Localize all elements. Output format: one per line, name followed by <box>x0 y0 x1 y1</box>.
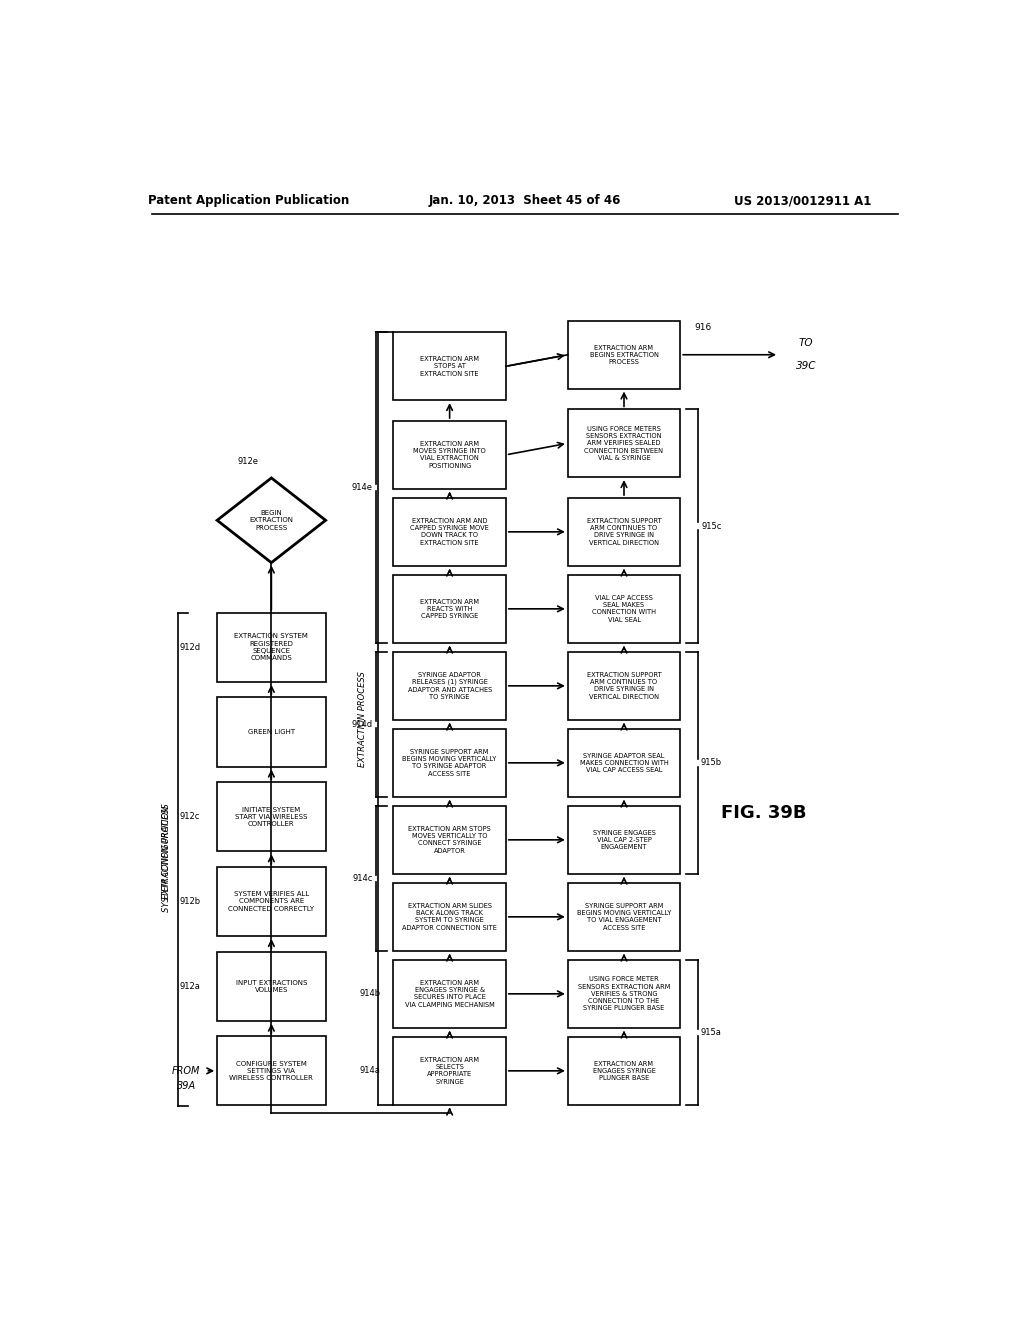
Bar <box>217 952 326 1020</box>
Bar <box>393 807 506 874</box>
Text: 912b: 912b <box>179 898 201 906</box>
Text: 912d: 912d <box>179 643 201 652</box>
Text: CONFIGURE SYSTEM
SETTINGS VIA
WIRELESS CONTROLLER: CONFIGURE SYSTEM SETTINGS VIA WIRELESS C… <box>229 1060 313 1081</box>
Text: USING FORCE METER
SENSORS EXTRACTION ARM
VERIFIES & STRONG
CONNECTION TO THE
SYR: USING FORCE METER SENSORS EXTRACTION ARM… <box>578 977 670 1011</box>
Text: 39C: 39C <box>796 362 816 371</box>
Text: INPUT EXTRACTIONS
VOLUMES: INPUT EXTRACTIONS VOLUMES <box>236 979 307 993</box>
Text: SYSTEM VERIFIES ALL
COMPONENTS ARE
CONNECTED CORRECTLY: SYSTEM VERIFIES ALL COMPONENTS ARE CONNE… <box>228 891 314 912</box>
Bar <box>568 960 680 1028</box>
Text: EXTRACTION ARM SLIDES
BACK ALONG TRACK
SYSTEM TO SYRINGE
ADAPTOR CONNECTION SITE: EXTRACTION ARM SLIDES BACK ALONG TRACK S… <box>402 903 497 931</box>
Bar <box>393 729 506 797</box>
Bar <box>393 883 506 950</box>
Text: Jan. 10, 2013  Sheet 45 of 46: Jan. 10, 2013 Sheet 45 of 46 <box>429 194 621 207</box>
Bar <box>568 652 680 719</box>
Text: EXTRACTION ARM
ENGAGES SYRINGE &
SECURES INTO PLACE
VIA CLAMPING MECHANISM: EXTRACTION ARM ENGAGES SYRINGE & SECURES… <box>404 979 495 1007</box>
Text: SYRINGE ENGAGES
VIAL CAP 2-STEP
ENGAGEMENT: SYRINGE ENGAGES VIAL CAP 2-STEP ENGAGEME… <box>593 829 655 850</box>
Text: SYRINGE SUPPORT ARM
BEGINS MOVING VERTICALLY
TO VIAL ENGAGEMENT
ACCESS SITE: SYRINGE SUPPORT ARM BEGINS MOVING VERTIC… <box>577 903 671 931</box>
Text: INITIATE SYSTEM
START VIA WIRELESS
CONTROLLER: INITIATE SYSTEM START VIA WIRELESS CONTR… <box>236 807 307 828</box>
Text: 914e: 914e <box>352 483 373 492</box>
Text: FROM: FROM <box>172 1065 201 1076</box>
Text: 914b: 914b <box>359 990 381 998</box>
Bar <box>217 1036 326 1105</box>
Text: SYRINGE ADAPTOR SEAL
MAKES CONNECTION WITH
VIAL CAP ACCESS SEAL: SYRINGE ADAPTOR SEAL MAKES CONNECTION WI… <box>580 752 669 774</box>
Text: 914a: 914a <box>359 1067 381 1076</box>
Text: EXTRACTION SUPPORT
ARM CONTINUES TO
DRIVE SYRINGE IN
VERTICAL DIRECTION: EXTRACTION SUPPORT ARM CONTINUES TO DRIV… <box>587 672 662 700</box>
Bar <box>393 576 506 643</box>
Text: 915c: 915c <box>701 521 721 531</box>
Bar <box>393 333 506 400</box>
Text: 916: 916 <box>695 323 712 333</box>
Bar <box>393 1038 506 1105</box>
Bar <box>217 612 326 682</box>
Text: EXTRACTION SYSTEM
REGISTERED
SEQUENCE
COMMANDS: EXTRACTION SYSTEM REGISTERED SEQUENCE CO… <box>234 634 308 661</box>
Bar <box>568 409 680 478</box>
Text: USING FORCE METERS
SENSORS EXTRACTION
ARM VERIFIES SEALED
CONNECTION BETWEEN
VIA: USING FORCE METERS SENSORS EXTRACTION AR… <box>585 426 664 461</box>
Bar <box>393 652 506 719</box>
Text: GREEN LIGHT: GREEN LIGHT <box>248 729 295 735</box>
Text: US 2013/0012911 A1: US 2013/0012911 A1 <box>733 194 871 207</box>
Text: FIG. 39B: FIG. 39B <box>721 804 806 822</box>
Text: BEGIN
EXTRACTION
PROCESS: BEGIN EXTRACTION PROCESS <box>250 510 293 531</box>
Text: SYRINGE SUPPORT ARM
BEGINS MOVING VERTICALLY
TO SYRINGE ADAPTOR
ACCESS SITE: SYRINGE SUPPORT ARM BEGINS MOVING VERTIC… <box>402 748 497 776</box>
Text: 914c: 914c <box>352 874 373 883</box>
Text: VIAL CAP ACCESS
SEAL MAKES
CONNECTION WITH
VIAL SEAL: VIAL CAP ACCESS SEAL MAKES CONNECTION WI… <box>592 595 656 623</box>
Bar <box>217 697 326 767</box>
Bar <box>217 781 326 851</box>
Bar <box>568 498 680 566</box>
Text: Patent Application Publication: Patent Application Publication <box>147 194 349 207</box>
Text: EXTRACTION PROCESS: EXTRACTION PROCESS <box>358 671 367 767</box>
Bar <box>568 576 680 643</box>
Text: 912c: 912c <box>180 812 200 821</box>
Bar <box>568 321 680 388</box>
Bar <box>568 807 680 874</box>
Text: 912a: 912a <box>179 982 201 990</box>
Text: EXTRACTION ARM
MOVES SYRINGE INTO
VIAL EXTRACTION
POSITIONING: EXTRACTION ARM MOVES SYRINGE INTO VIAL E… <box>414 441 486 469</box>
Bar <box>568 1038 680 1105</box>
Text: EXTRACTION ARM
SELECTS
APPROPRIATE
SYRINGE: EXTRACTION ARM SELECTS APPROPRIATE SYRIN… <box>420 1057 479 1085</box>
Bar <box>393 960 506 1028</box>
Text: EXTRACTION ARM
STOPS AT
EXTRACTION SITE: EXTRACTION ARM STOPS AT EXTRACTION SITE <box>420 356 479 376</box>
Text: 39A: 39A <box>176 1081 196 1092</box>
Text: SYSTEM CONFIGURATION: SYSTEM CONFIGURATION <box>162 807 171 912</box>
Polygon shape <box>217 478 326 562</box>
Text: EXTRACTION ARM AND
CAPPED SYRINGE MOVE
DOWN TRACK TO
EXTRACTION SITE: EXTRACTION ARM AND CAPPED SYRINGE MOVE D… <box>411 517 489 545</box>
Text: EXTRACTION ARM
REACTS WITH
CAPPED SYRINGE: EXTRACTION ARM REACTS WITH CAPPED SYRING… <box>420 598 479 619</box>
Text: 914d: 914d <box>352 719 373 729</box>
Text: 915b: 915b <box>700 759 722 767</box>
Text: 915a: 915a <box>700 1028 722 1036</box>
Text: EXTRACTION PROCESS: EXTRACTION PROCESS <box>162 804 171 899</box>
Text: EXTRACTION SUPPORT
ARM CONTINUES TO
DRIVE SYRINGE IN
VERTICAL DIRECTION: EXTRACTION SUPPORT ARM CONTINUES TO DRIV… <box>587 517 662 545</box>
Bar <box>568 883 680 950</box>
Text: TO: TO <box>799 338 813 348</box>
Bar <box>568 729 680 797</box>
Bar <box>393 498 506 566</box>
Text: EXTRACTION ARM
BEGINS EXTRACTION
PROCESS: EXTRACTION ARM BEGINS EXTRACTION PROCESS <box>590 345 658 366</box>
Text: EXTRACTION ARM
ENGAGES SYRINGE
PLUNGER BASE: EXTRACTION ARM ENGAGES SYRINGE PLUNGER B… <box>593 1060 655 1081</box>
Text: 912e: 912e <box>238 457 259 466</box>
Bar <box>393 421 506 488</box>
Text: SYRINGE ADAPTOR
RELEASES (1) SYRINGE
ADAPTOR AND ATTACHES
TO SYRINGE: SYRINGE ADAPTOR RELEASES (1) SYRINGE ADA… <box>408 672 492 700</box>
Text: EXTRACTION ARM STOPS
MOVES VERTICALLY TO
CONNECT SYRINGE
ADAPTOR: EXTRACTION ARM STOPS MOVES VERTICALLY TO… <box>409 826 490 854</box>
Bar <box>217 867 326 936</box>
